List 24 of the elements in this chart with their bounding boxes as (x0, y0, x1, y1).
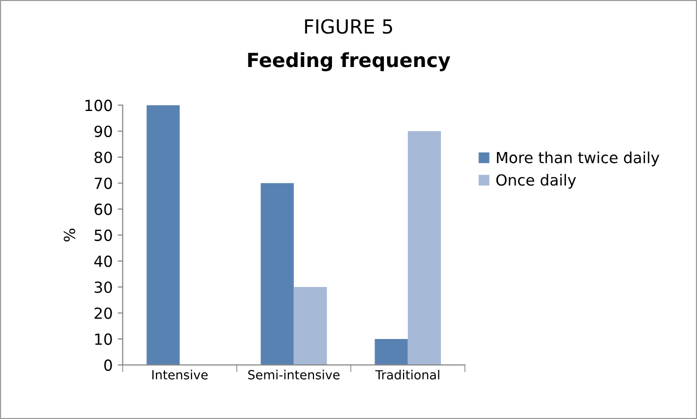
y-tick-label: 0 (104, 359, 112, 371)
y-tick-label: 100 (85, 100, 112, 112)
chart-title: FIGURE 5 (305, 19, 392, 34)
y-tick-label: 40 (94, 256, 112, 268)
y-tick-label: 80 (94, 152, 112, 164)
chart-subtitle: Feeding frequency (248, 52, 450, 72)
x-tick-label: Intensive (152, 370, 208, 380)
legend-label: Once daily (496, 174, 576, 189)
y-tick-label: 20 (94, 307, 112, 320)
x-tick-label: Traditional (375, 370, 440, 380)
y-tick-label: 90 (94, 126, 112, 138)
y-tick-label: 30 (94, 281, 112, 294)
bar (374, 338, 408, 365)
bar (260, 183, 294, 365)
x-tick-label: Semi-intensive (248, 370, 340, 380)
y-tick-label: 50 (94, 230, 112, 242)
y-axis-title: % (64, 228, 76, 242)
bar (294, 287, 327, 365)
y-tick-label: 60 (94, 204, 112, 216)
y-tick-label: 70 (94, 178, 112, 190)
bar (408, 131, 441, 365)
legend-label: More than twice daily (496, 152, 660, 166)
y-tick-label: 10 (95, 333, 112, 345)
bar (146, 105, 180, 365)
